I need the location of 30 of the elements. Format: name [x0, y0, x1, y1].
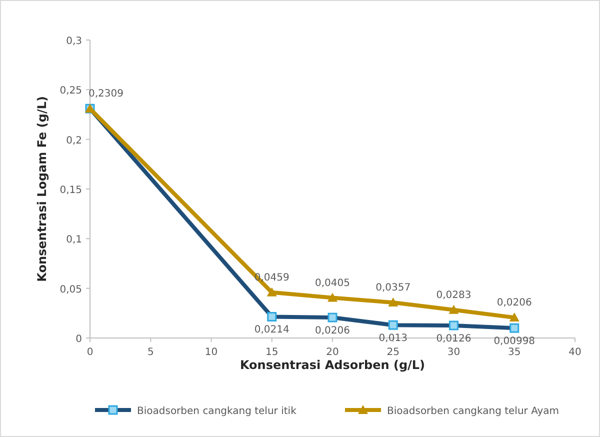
data-label: 0,0283	[436, 290, 472, 301]
y-tick-label: 0,1	[66, 234, 82, 246]
data-label: 0,2309	[88, 88, 124, 100]
y-tick-label: 0,15	[60, 185, 82, 196]
x-tick-label: 10	[204, 347, 218, 358]
legend-label: Bioadsorben cangkang telur itik	[137, 406, 297, 417]
x-tick-label: 25	[386, 347, 400, 358]
data-label: 0,013	[378, 333, 408, 344]
x-tick-label: 30	[447, 347, 460, 358]
x-tick-label: 0	[86, 347, 94, 358]
data-label: 0,0214	[254, 324, 290, 336]
data-label: 0,0405	[315, 278, 350, 289]
y-tick-label: 0,3	[66, 36, 82, 47]
x-axis-title: Konsentrasi Adsorben (g/L)	[240, 358, 426, 372]
x-tick-label: 20	[326, 347, 339, 358]
x-tick-label: 40	[568, 347, 582, 358]
y-tick-label: 0,2	[66, 135, 82, 146]
legend-label: Bioadsorben cangkang telur Ayam	[387, 406, 560, 417]
x-tick-label: 15	[266, 347, 278, 358]
x-tick-label: 5	[147, 347, 154, 358]
data-label: 0,0126	[436, 333, 472, 344]
data-label: 0,0206	[315, 326, 350, 337]
y-tick-label: 0,05	[60, 284, 82, 296]
y-tick-label: 0,25	[60, 86, 82, 97]
data-label: 0,0357	[376, 282, 411, 294]
y-tick-label: 0	[76, 334, 82, 345]
x-tick-label: 35	[508, 347, 521, 358]
y-axis-title: Konsentrasi Logam Fe (g/L)	[35, 96, 49, 282]
data-label: 0,0206	[496, 298, 532, 309]
data-label: 0,00998	[494, 336, 536, 348]
